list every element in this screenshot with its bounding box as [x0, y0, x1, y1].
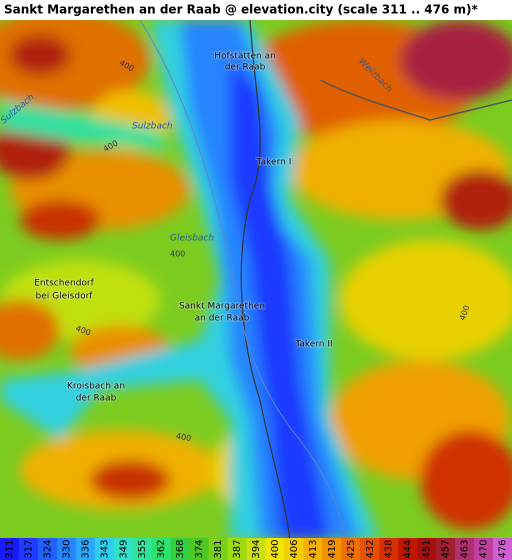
place-label: Takern II — [294, 340, 332, 350]
scale-label: 476 — [498, 539, 509, 558]
scale-label: 355 — [137, 539, 148, 558]
place-label: Sankt Margarethen — [179, 302, 265, 312]
scale-swatch — [398, 538, 418, 560]
place-label: Hofstätten an — [214, 52, 276, 62]
scale-label: 400 — [270, 539, 281, 558]
scale-label: 419 — [327, 539, 338, 558]
scale-label: 343 — [99, 539, 110, 558]
scale-swatch — [493, 538, 512, 560]
scale-label: 444 — [403, 539, 414, 558]
scale-swatch — [37, 538, 58, 560]
scale-swatch — [113, 538, 134, 560]
scale-label: 425 — [346, 539, 357, 558]
scale-swatch — [379, 538, 399, 560]
scale-swatch — [189, 538, 210, 560]
scale-label: 451 — [422, 539, 433, 558]
scale-label: 349 — [118, 539, 129, 558]
contour-label: 400 — [175, 432, 192, 444]
scale-swatch — [474, 538, 494, 560]
scale-swatch — [246, 538, 266, 560]
scale-label: 368 — [175, 539, 186, 558]
scale-label: 432 — [365, 539, 376, 558]
scale-swatch — [303, 538, 323, 560]
scale-swatch — [170, 538, 191, 560]
scale-swatch — [360, 538, 380, 560]
place-label: Takern I — [256, 158, 292, 168]
scale-swatch — [265, 538, 285, 560]
stream-label: Gleisbach — [170, 234, 214, 244]
scale-bar: 311 317 324 330 336 343 349 355 362 368 374 381 387 3… — [0, 538, 512, 560]
place-label: an der Raab — [195, 314, 250, 324]
scale-label: 470 — [479, 539, 490, 558]
place-label: der Raab — [225, 63, 266, 73]
scale-swatch — [455, 538, 475, 560]
scale-label: 330 — [61, 539, 72, 558]
scale-label: 394 — [251, 539, 262, 558]
scale-label: 438 — [384, 539, 395, 558]
scale-label: 374 — [194, 539, 205, 558]
scale-swatch — [94, 538, 115, 560]
terrain — [0, 20, 512, 540]
scale-swatch — [341, 538, 361, 560]
scale-label: 381 — [213, 539, 224, 558]
scale-label: 387 — [232, 539, 243, 558]
scale-label: 336 — [80, 539, 91, 558]
scale-label: 324 — [42, 539, 53, 558]
scale-swatch — [208, 538, 229, 560]
scale-swatch — [151, 538, 172, 560]
scale-swatch — [0, 538, 20, 560]
scale-label: 463 — [460, 539, 471, 558]
contour-label: 400 — [170, 250, 185, 259]
place-label: Kroisbach an — [67, 382, 125, 392]
place-label: Entschendorf — [34, 279, 94, 289]
scale-swatch — [417, 538, 437, 560]
scale-swatch — [227, 538, 248, 560]
scale-swatch — [56, 538, 77, 560]
scale-swatch — [132, 538, 153, 560]
scale-label: 311 — [4, 539, 15, 558]
place-label: bei Gleisdorf — [36, 292, 94, 302]
scale-label: 362 — [156, 539, 167, 558]
title: Sankt Margarethen an der Raab @ elevatio… — [4, 3, 479, 17]
stream-label: Sulzbach — [132, 122, 173, 132]
scale-label: 317 — [23, 539, 34, 558]
scale-label: 406 — [289, 539, 300, 558]
scale-swatch — [75, 538, 96, 560]
scale-swatch — [322, 538, 342, 560]
scale-swatch — [18, 538, 39, 560]
scale-swatch — [436, 538, 456, 560]
scale-label: 413 — [308, 539, 319, 558]
scale-label: 457 — [441, 539, 452, 558]
scale-swatch — [284, 538, 304, 560]
place-label: der Raab — [76, 394, 117, 404]
